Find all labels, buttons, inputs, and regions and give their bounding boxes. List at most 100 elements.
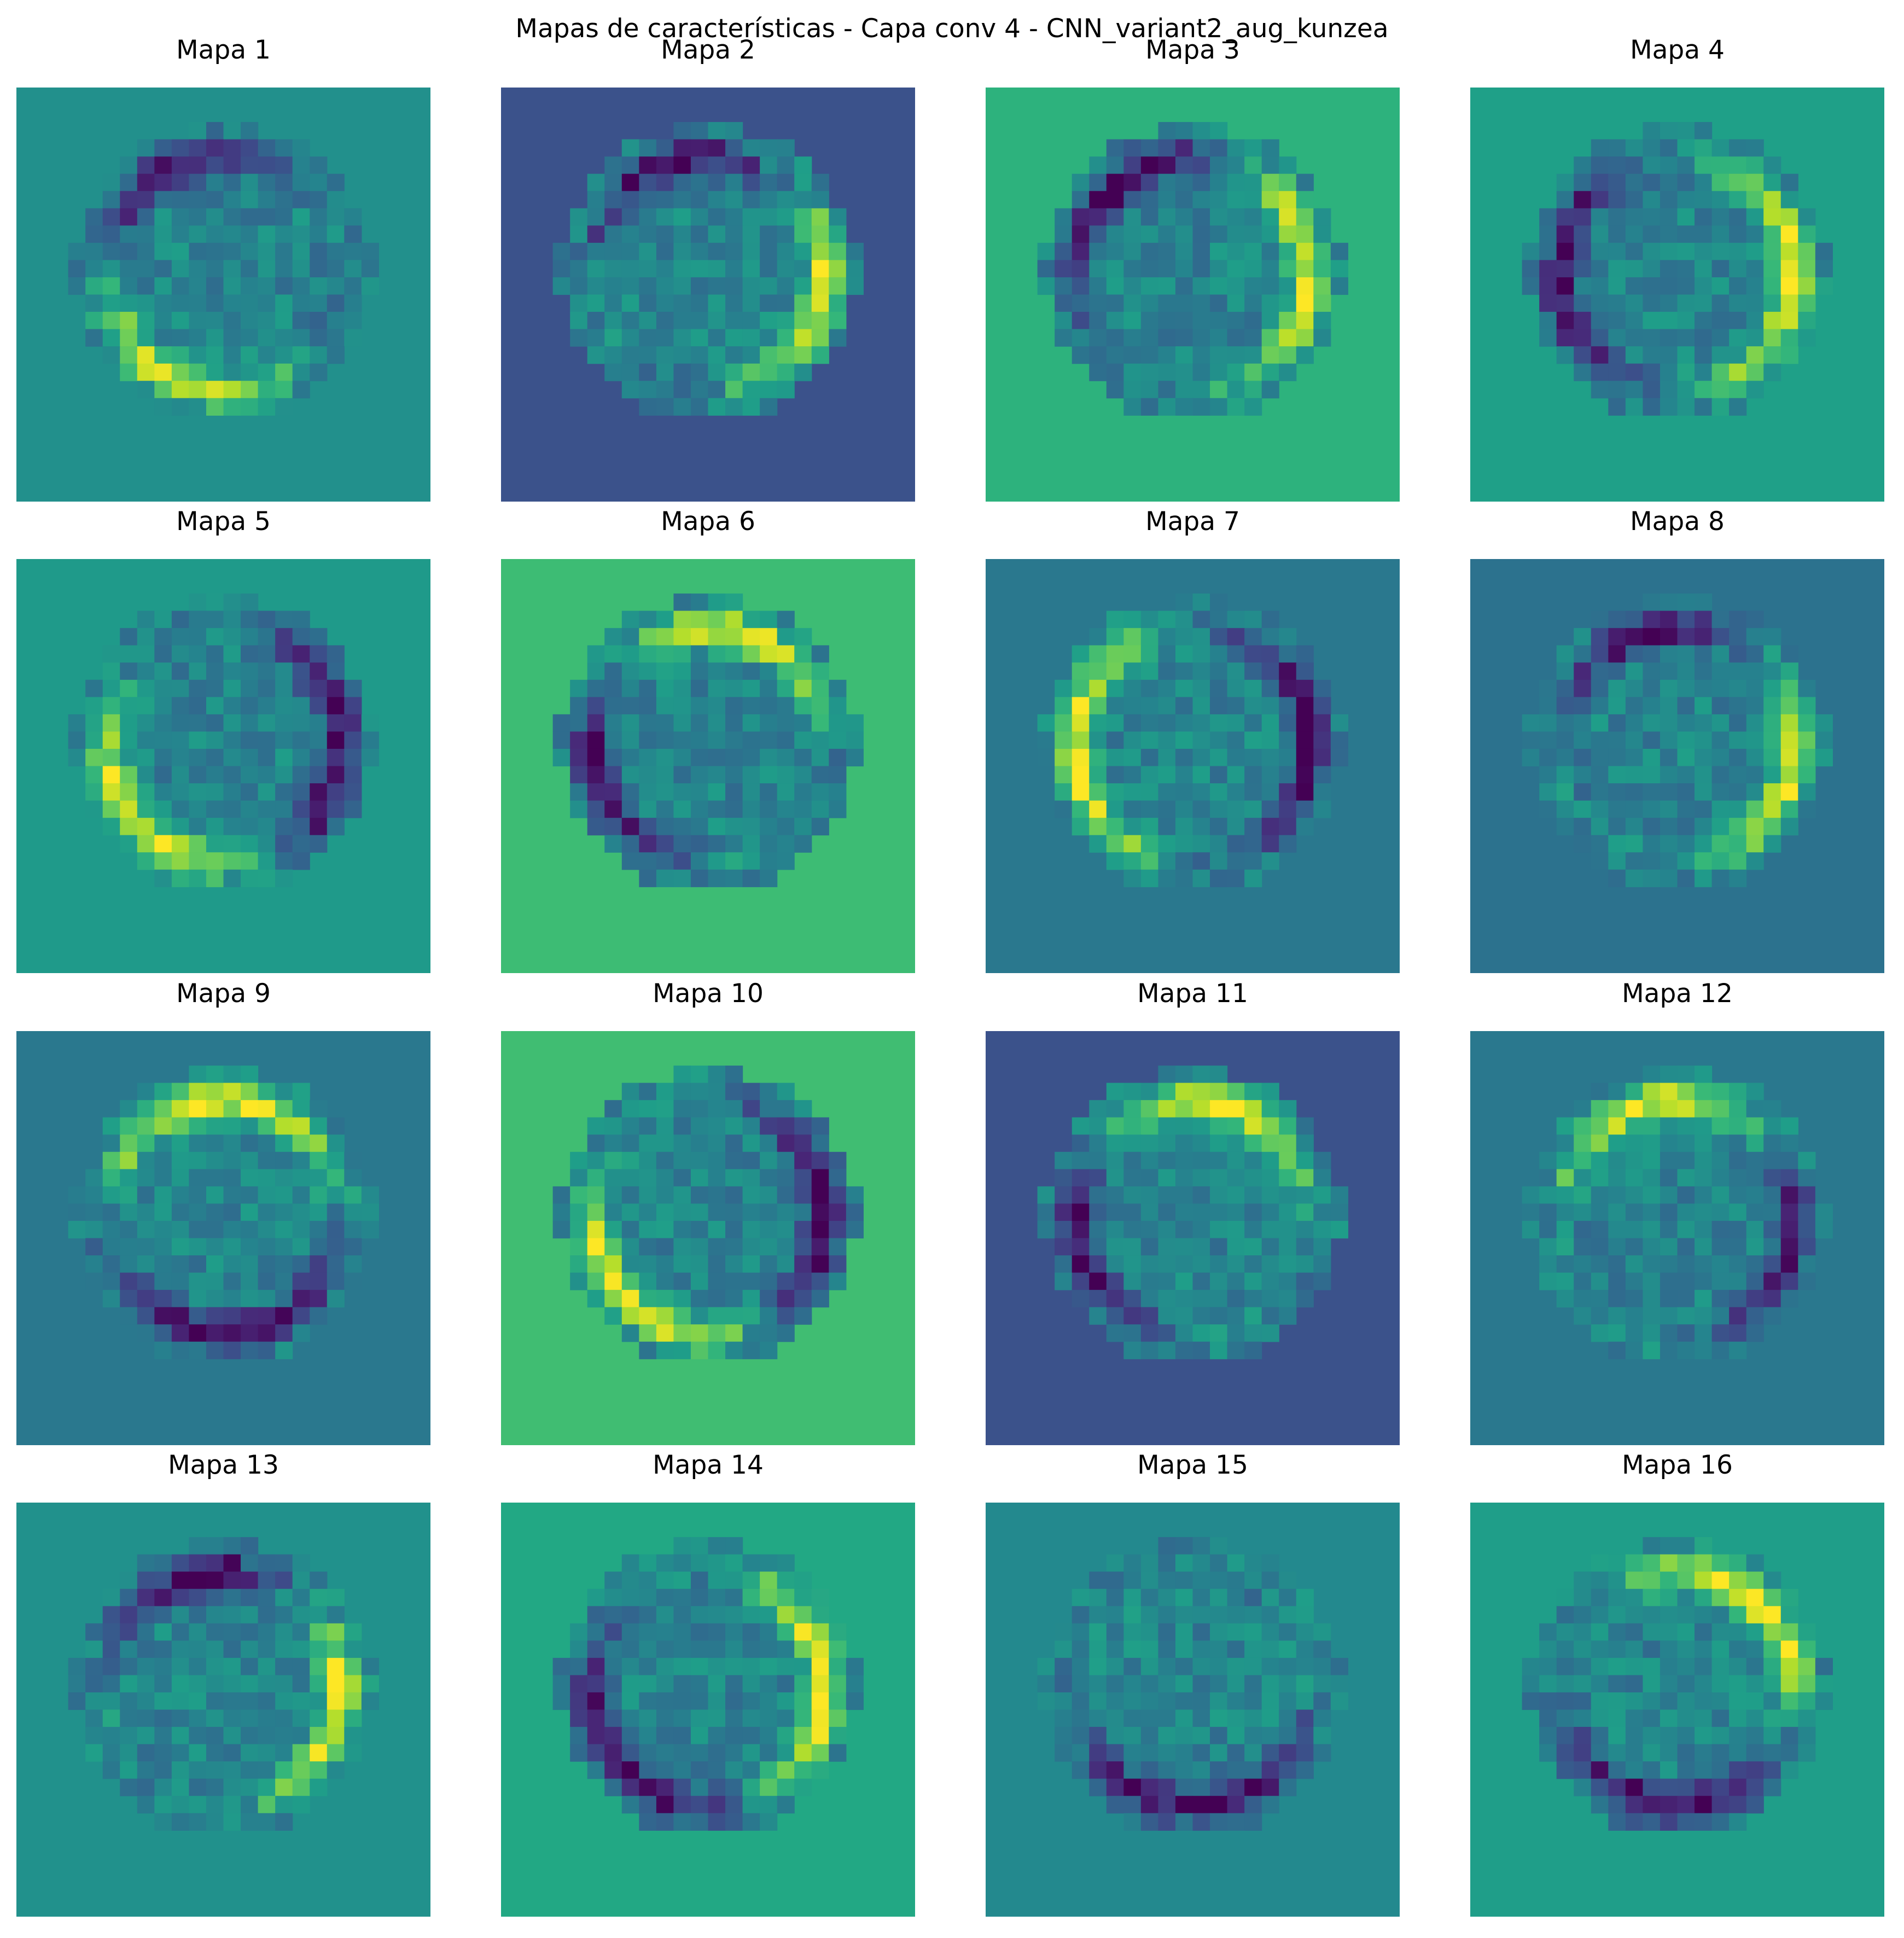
heatmap-cell: [85, 1623, 103, 1641]
heatmap-cell: [1695, 800, 1713, 818]
heatmap-cell: [1175, 1151, 1193, 1169]
heatmap-cell: [690, 173, 709, 191]
heatmap-cell: [171, 1307, 190, 1325]
heatmap-cell: [742, 628, 760, 646]
heatmap-cell: [1780, 1640, 1798, 1658]
heatmap-cell: [1123, 1307, 1142, 1325]
heatmap-cell: [1210, 766, 1228, 784]
heatmap-cell: [777, 1238, 795, 1256]
heatmap-cell: [1261, 1324, 1279, 1342]
heatmap-cell: [1244, 645, 1262, 663]
heatmap-cell: [189, 139, 207, 157]
heatmap-cell: [1711, 225, 1730, 243]
heatmap-cell: [1261, 852, 1279, 870]
heatmap-cell: [1106, 1290, 1124, 1308]
heatmap-cell: [1660, 1796, 1678, 1814]
heatmap-cell: [1643, 1572, 1661, 1590]
heatmap-cell: [154, 835, 172, 853]
heatmap-cell: [1089, 1100, 1107, 1118]
heatmap-cell: [829, 1272, 847, 1290]
heatmap-cell: [102, 766, 120, 784]
heatmap-cell: [223, 1066, 241, 1084]
heatmap-cell: [1695, 679, 1713, 697]
heatmap-cell: [1763, 1675, 1781, 1693]
heatmap-cell: [1677, 1169, 1695, 1187]
heatmap-cell: [154, 1290, 172, 1308]
heatmap-cell: [1695, 835, 1713, 853]
heatmap-cell: [292, 1307, 310, 1325]
heatmap-cell: [1695, 1255, 1713, 1273]
heatmap-cell: [1695, 1307, 1713, 1325]
heatmap-cell: [1106, 225, 1124, 243]
heatmap-cell: [137, 714, 155, 732]
heatmap-cell: [171, 783, 190, 801]
heatmap-cell: [327, 645, 345, 663]
heatmap-cell: [621, 1692, 639, 1710]
heatmap-cell: [1261, 1778, 1279, 1796]
heatmap-cell: [794, 1761, 812, 1779]
heatmap-cell: [1123, 1606, 1142, 1624]
heatmap-cell: [275, 1692, 293, 1710]
heatmap-cell: [1140, 1813, 1159, 1831]
heatmap-cell: [1261, 714, 1279, 732]
heatmap-cell: [292, 1203, 310, 1221]
heatmap-cell: [171, 662, 190, 680]
heatmap-cell: [1072, 1709, 1090, 1727]
heatmap-cell: [1746, 381, 1764, 399]
heatmap-cell: [310, 225, 328, 243]
heatmap-cell: [102, 783, 120, 801]
heatmap-cell: [1175, 1813, 1193, 1831]
heatmap-cell: [206, 1169, 224, 1187]
heatmap-cell: [1625, 1554, 1644, 1572]
heatmap-cell: [587, 1623, 605, 1641]
heatmap-cell: [708, 208, 726, 226]
heatmap-cell: [760, 679, 778, 697]
heatmap-cell: [327, 1623, 345, 1641]
heatmap-cell: [760, 1083, 778, 1101]
heatmap-cell: [1591, 1588, 1609, 1607]
heatmap-cell: [1296, 1657, 1314, 1676]
heatmap-cell: [292, 225, 310, 243]
heatmap-cell: [1591, 800, 1609, 818]
heatmap-cell: [1192, 783, 1210, 801]
heatmap-cell: [690, 1640, 709, 1658]
heatmap-cell: [1296, 1606, 1314, 1624]
heatmap-cell: [1574, 1134, 1592, 1153]
heatmap-cell: [258, 748, 276, 767]
heatmap-cell: [1089, 260, 1107, 278]
heatmap-cell: [1695, 1727, 1713, 1745]
heatmap-cell: [275, 714, 293, 732]
heatmap-cell: [189, 225, 207, 243]
heatmap-cell: [1780, 1623, 1798, 1641]
heatmap-cell: [639, 748, 657, 767]
heatmap-cell: [656, 1675, 674, 1693]
heatmap-cell: [327, 1203, 345, 1221]
heatmap-cell: [760, 766, 778, 784]
heatmap-cell: [258, 1744, 276, 1762]
heatmap-cell: [1055, 208, 1073, 226]
heatmap-cell: [1608, 1341, 1626, 1359]
heatmap-cell: [1244, 363, 1262, 381]
heatmap-cell: [794, 208, 812, 226]
heatmap-cell: [1574, 645, 1592, 663]
heatmap-cell: [344, 260, 362, 278]
figure-title: Mapas de características - Capa conv 4 -…: [515, 14, 1389, 44]
heatmap-cell: [1643, 1255, 1661, 1273]
heatmap-cell: [1556, 1761, 1574, 1779]
heatmap-cell: [708, 329, 726, 347]
heatmap-cell: [1591, 1203, 1609, 1221]
heatmap-cell: [1729, 1341, 1747, 1359]
heatmap-cell: [1729, 1554, 1747, 1572]
heatmap-cell: [1089, 1727, 1107, 1745]
heatmap-cell: [1158, 628, 1176, 646]
heatmap-cell: [570, 1203, 588, 1221]
heatmap-cell: [1175, 1623, 1193, 1641]
heatmap-cell: [1279, 1572, 1297, 1590]
heatmap-cell: [725, 398, 743, 416]
heatmap-cell: [171, 1709, 190, 1727]
heatmap-cell: [85, 800, 103, 818]
heatmap-cell: [223, 1709, 241, 1727]
heatmap-cell: [1539, 1709, 1557, 1727]
heatmap-cell: [258, 1117, 276, 1135]
heatmap-cell: [742, 1606, 760, 1624]
